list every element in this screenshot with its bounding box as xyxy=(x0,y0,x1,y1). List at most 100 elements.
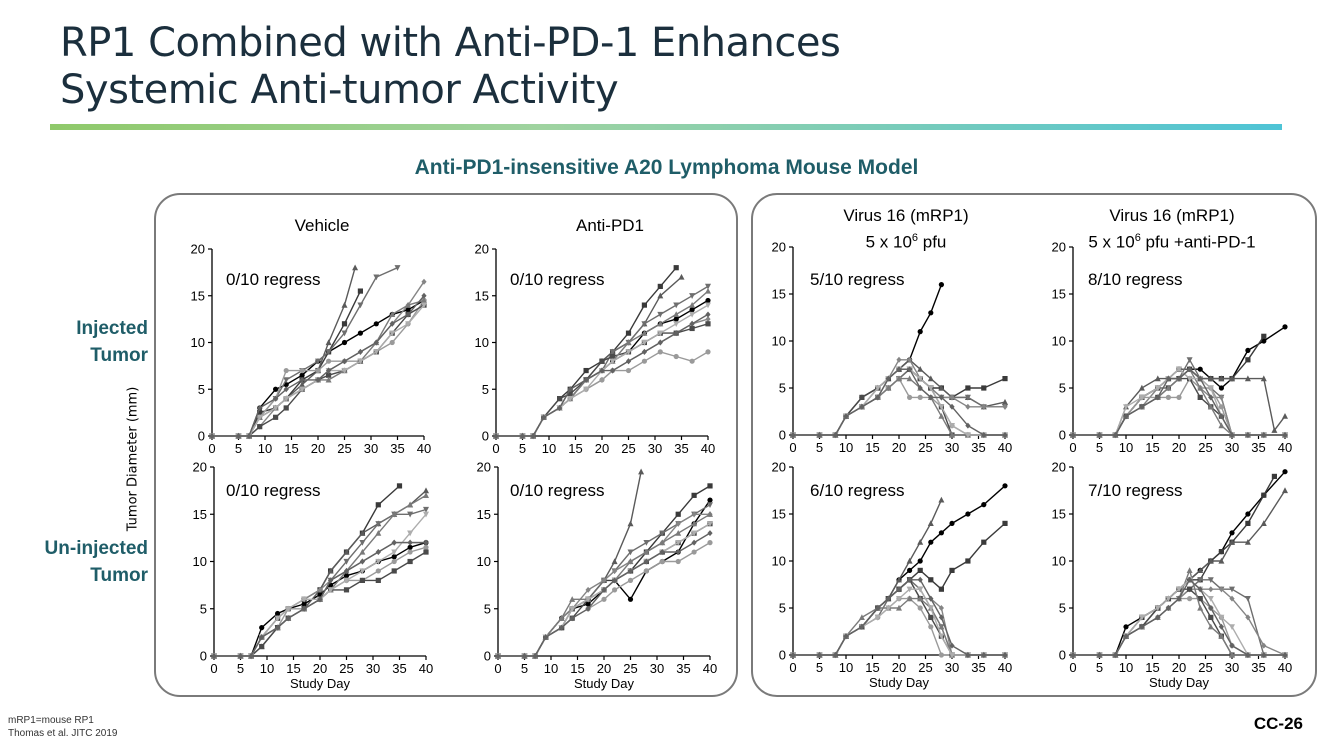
chart-1-series-7-point xyxy=(625,339,632,346)
chart-2-series-9-point xyxy=(875,394,881,401)
chart-2-series-2-point xyxy=(927,375,934,382)
chart-7-series-6-point xyxy=(1197,596,1203,602)
chart-5-series-0-point xyxy=(627,596,634,602)
chart-4-series-3-line xyxy=(214,508,427,657)
chart-5-series-8-point xyxy=(707,521,713,527)
chart-6-x-tick-label: 15 xyxy=(865,660,879,675)
chart-7-series-9-point xyxy=(1176,595,1182,602)
chart-2-series-9-point xyxy=(859,403,865,410)
chart-5-series-5-point xyxy=(675,558,681,565)
chart-2-series-9-point xyxy=(938,394,944,401)
chart-6-series-1-point xyxy=(1002,520,1008,526)
chart-1-series-0-point xyxy=(689,307,695,313)
chart-1-series-5-line xyxy=(496,351,709,437)
chart-0-series-2-point xyxy=(352,264,359,271)
chart-6-series-2-point xyxy=(938,496,945,503)
chart-6-series-0-point xyxy=(949,520,955,527)
chart-7-series-3-point xyxy=(1207,577,1214,583)
chart-1-series-3-point xyxy=(673,302,680,309)
chart-3-series-9-point xyxy=(1096,432,1103,438)
chart-0-series-3-point xyxy=(283,377,290,384)
chart-1-series-8-point xyxy=(609,358,616,365)
chart-0-x-tick-label: 15 xyxy=(284,441,298,456)
chart-3-x-tick-label: 10 xyxy=(1119,440,1133,455)
chart-1-series-9-point xyxy=(557,404,563,411)
chart-1-y-tick-label: 5 xyxy=(482,382,489,397)
chart-3-series-9-point xyxy=(1112,432,1118,438)
chart-2-x-tick-label: 5 xyxy=(816,440,823,455)
chart-1-series-1-line xyxy=(496,267,677,437)
chart-2-series-9-point xyxy=(949,403,955,410)
chart-5-series-0-point xyxy=(707,497,713,503)
chart-2-series-9-point xyxy=(790,432,796,438)
chart-4-y-tick-label: 15 xyxy=(193,507,207,522)
chart-0-series-4-point xyxy=(421,278,427,285)
row-label-injected-line-2: Tumor xyxy=(90,345,148,366)
chart-0-series-8-point xyxy=(373,349,380,356)
chart-7-series-9-point xyxy=(1245,652,1251,658)
chart-5-y-tick-label: 0 xyxy=(484,649,491,664)
chart-7-x-axis-label: Study Day xyxy=(1149,675,1209,690)
chart-4-series-8-point xyxy=(423,511,429,518)
chart-3-series-0-point xyxy=(1245,347,1251,353)
chart-1-series-8-point xyxy=(705,302,711,309)
chart-5-series-7-point xyxy=(627,558,634,565)
chart-4-series-9-point xyxy=(248,653,254,659)
column-title-virus16: Virus 16 (mRP1) 5 x 106 pfu xyxy=(843,204,968,254)
chart-0-series-9-point xyxy=(405,311,411,318)
chart-2-series-9-point xyxy=(896,366,902,373)
chart-0-series-6-point xyxy=(257,424,263,430)
chart-0-series-8-point xyxy=(421,302,427,309)
chart-0-x-tick-label: 20 xyxy=(311,441,325,456)
chart-7-series-2-point xyxy=(1229,539,1235,545)
chart-4-series-8-point xyxy=(274,615,281,622)
chart-1-series-6-point xyxy=(567,391,573,397)
chart-2-series-9-line xyxy=(793,368,1005,436)
chart-3-series-9-point xyxy=(1229,432,1235,438)
chart-3-series-2-point xyxy=(1138,384,1145,391)
chart-6-series-8-point xyxy=(917,586,924,593)
chart-3-series-9-point xyxy=(1282,432,1288,438)
chart-4-series-0-point xyxy=(259,625,265,631)
chart-3-series-8-point xyxy=(1138,394,1145,401)
chart-6-series-9-point xyxy=(896,586,902,593)
chart-5-series-9-point xyxy=(569,615,575,622)
chart-2-series-4-point xyxy=(896,356,902,363)
chart-6-series-7-point xyxy=(896,604,902,611)
chart-2-x-tick-label: 40 xyxy=(998,440,1012,455)
chart-1-series-6-point xyxy=(599,358,605,364)
chart-4-series-2-point xyxy=(423,487,429,494)
chart-5-series-9-point xyxy=(543,634,549,641)
chart-1-x-tick-label: 10 xyxy=(542,441,556,456)
chart-1-series-0-point xyxy=(705,297,711,304)
chart-2-series-4-point xyxy=(949,394,955,401)
chart-5-series-4-point xyxy=(691,511,697,518)
chart-4-series-1-line xyxy=(214,485,400,657)
title-divider xyxy=(50,124,1282,130)
chart-4-series-3-point xyxy=(343,558,350,565)
column-title-antipd1-line-1: Anti-PD1 xyxy=(575,216,645,235)
chart-6-series-9-point xyxy=(885,595,891,602)
chart-1-series-9-point xyxy=(493,433,499,439)
chart-2-series-4-point xyxy=(907,356,913,363)
chart-7-series-8-point xyxy=(1207,596,1214,602)
chart-3-series-2-point xyxy=(1282,413,1288,419)
chart-4-series-6-point xyxy=(359,577,365,583)
chart-4-series-9-point xyxy=(391,539,397,546)
chart-0-series-8-point xyxy=(283,396,290,402)
chart-7-series-9-point xyxy=(1112,652,1118,658)
chart-4-y-tick-label: 0 xyxy=(200,649,207,664)
column-title-virus16-dose: 5 x 10 xyxy=(865,232,912,252)
chart-7-series-9-point xyxy=(1218,623,1224,630)
chart-3-series-1-point xyxy=(1245,357,1251,363)
chart-2-series-1-point xyxy=(1002,376,1008,382)
chart-2-x-tick-label: 10 xyxy=(839,440,853,455)
footnote-line-2: Thomas et al. JITC 2019 xyxy=(8,728,118,739)
slide-title-line-1: RP1 Combined with Anti-PD-1 Enhances xyxy=(60,20,841,66)
chart-6-series-2-point xyxy=(927,520,934,526)
chart-1-series-8-point xyxy=(657,330,664,337)
chart-5-series-2-line xyxy=(498,471,642,657)
chart-6-series-2-point xyxy=(896,576,902,583)
chart-4-series-7-point xyxy=(359,548,366,555)
